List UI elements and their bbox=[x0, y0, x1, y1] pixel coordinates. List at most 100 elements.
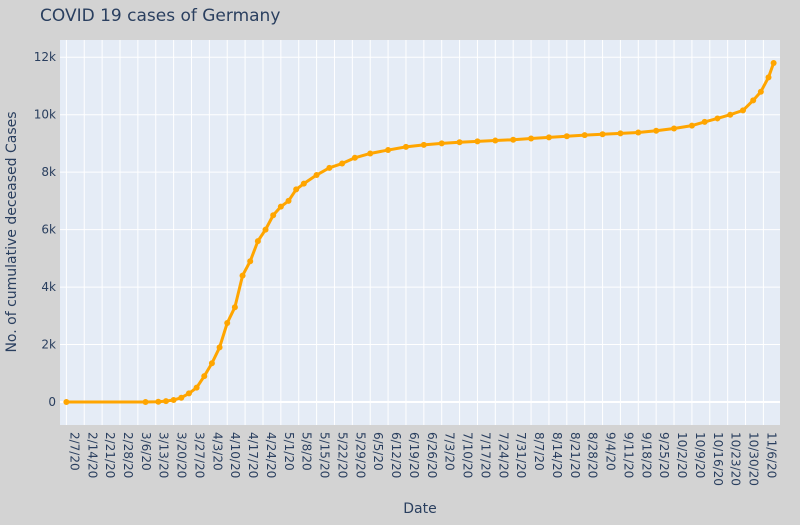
plot-area bbox=[60, 40, 780, 425]
data-point bbox=[402, 143, 409, 150]
x-tick-label: 6/26/20 bbox=[425, 432, 439, 478]
x-tick-label: 8/7/20 bbox=[532, 432, 546, 471]
data-point bbox=[581, 132, 588, 139]
x-tick-label: 5/8/20 bbox=[300, 432, 314, 471]
data-point bbox=[270, 212, 277, 219]
x-tick-label: 7/17/20 bbox=[478, 432, 492, 478]
data-point bbox=[178, 394, 185, 401]
data-point bbox=[688, 122, 695, 129]
data-point bbox=[714, 115, 721, 122]
x-tick-label: 4/24/20 bbox=[264, 432, 278, 478]
data-point bbox=[757, 88, 764, 95]
x-tick-label: 3/13/20 bbox=[157, 432, 171, 478]
data-point bbox=[671, 125, 678, 132]
data-point bbox=[635, 129, 642, 136]
data-point bbox=[201, 373, 208, 380]
data-point bbox=[155, 398, 162, 405]
data-point bbox=[765, 74, 772, 81]
data-point bbox=[474, 138, 481, 145]
data-point bbox=[599, 131, 606, 138]
x-tick-label: 8/21/20 bbox=[568, 432, 582, 478]
data-point bbox=[224, 320, 231, 326]
data-point bbox=[456, 139, 463, 146]
x-tick-label: 5/22/20 bbox=[335, 432, 349, 478]
data-point bbox=[285, 197, 292, 204]
data-point bbox=[293, 186, 300, 193]
x-tick-label: 3/6/20 bbox=[139, 432, 153, 471]
x-tick-label: 5/15/20 bbox=[318, 432, 332, 478]
data-point bbox=[739, 107, 746, 114]
x-tick-label: 7/31/20 bbox=[514, 432, 528, 478]
data-point bbox=[492, 137, 499, 144]
data-point bbox=[162, 398, 169, 405]
data-point bbox=[277, 203, 284, 210]
data-point bbox=[216, 344, 223, 351]
y-tick-label: 12k bbox=[34, 50, 56, 64]
x-tick-label: 9/18/20 bbox=[639, 432, 653, 478]
y-tick-label: 4k bbox=[41, 280, 56, 294]
y-tick-label: 6k bbox=[41, 223, 56, 237]
x-tick-label: 8/28/20 bbox=[586, 432, 600, 478]
x-tick-label: 5/29/20 bbox=[353, 432, 367, 478]
x-tick-label: 4/3/20 bbox=[210, 432, 224, 471]
data-point bbox=[339, 160, 346, 167]
data-point bbox=[438, 140, 445, 147]
data-point bbox=[254, 238, 261, 245]
data-point bbox=[653, 127, 660, 134]
x-tick-label: 9/25/20 bbox=[657, 432, 671, 478]
x-tick-label: 6/12/20 bbox=[389, 432, 403, 478]
x-tick-label: 10/16/20 bbox=[711, 432, 725, 486]
x-tick-label: 7/3/20 bbox=[443, 432, 457, 471]
x-tick-label: 2/21/20 bbox=[103, 432, 117, 478]
data-point bbox=[185, 390, 192, 397]
y-tick-label: 2k bbox=[41, 338, 56, 352]
x-tick-labels: 2/7/20 2/14/20 2/21/20 2/28/20 3/6/20 3/13/20… bbox=[67, 432, 778, 486]
y-tick-labels: 0 2k 4k 6k 8k 10k 12k bbox=[34, 50, 56, 409]
x-tick-label: 5/1/20 bbox=[282, 432, 296, 471]
data-point bbox=[300, 180, 307, 187]
x-tick-label: 4/17/20 bbox=[246, 432, 260, 478]
x-tick-label: 10/9/20 bbox=[693, 432, 707, 478]
data-point bbox=[770, 59, 777, 66]
data-point bbox=[367, 150, 374, 157]
x-tick-label: 6/19/20 bbox=[407, 432, 421, 478]
x-tick-label: 2/14/20 bbox=[85, 432, 99, 478]
data-point bbox=[208, 360, 215, 367]
data-point bbox=[727, 111, 734, 118]
y-tick-label: 0 bbox=[48, 395, 56, 409]
data-point bbox=[326, 164, 333, 171]
data-point bbox=[701, 118, 708, 125]
chart-title: COVID 19 cases of Germany bbox=[40, 6, 280, 26]
data-point bbox=[385, 147, 392, 154]
x-gridlines bbox=[65, 40, 764, 425]
series-layer bbox=[63, 59, 777, 406]
data-point bbox=[617, 130, 624, 137]
x-tick-label: 10/23/20 bbox=[729, 432, 743, 486]
data-point bbox=[545, 134, 552, 141]
x-tick-label: 2/28/20 bbox=[121, 432, 135, 478]
x-tick-label: 10/30/20 bbox=[747, 432, 761, 486]
data-point bbox=[239, 272, 246, 279]
data-point bbox=[313, 172, 320, 179]
data-point bbox=[420, 141, 427, 148]
y-gridlines bbox=[60, 56, 780, 404]
x-tick-label: 11/6/20 bbox=[764, 432, 778, 478]
x-tick-label: 3/20/20 bbox=[175, 432, 189, 478]
data-point bbox=[142, 399, 149, 406]
y-tick-label: 8k bbox=[41, 165, 56, 179]
x-tick-label: 9/11/20 bbox=[621, 432, 635, 478]
data-point bbox=[231, 304, 238, 311]
data-point bbox=[510, 136, 517, 143]
x-tick-label: 7/10/20 bbox=[461, 432, 475, 478]
data-point bbox=[247, 258, 254, 265]
x-tick-label: 8/14/20 bbox=[550, 432, 564, 478]
x-tick-label: 6/5/20 bbox=[371, 432, 385, 471]
data-point bbox=[170, 397, 177, 403]
data-point bbox=[193, 384, 200, 391]
data-point bbox=[563, 133, 570, 140]
data-point bbox=[63, 399, 70, 406]
x-tick-label: 2/7/20 bbox=[67, 432, 81, 471]
data-point bbox=[262, 226, 269, 233]
x-tick-label: 7/24/20 bbox=[496, 432, 510, 478]
